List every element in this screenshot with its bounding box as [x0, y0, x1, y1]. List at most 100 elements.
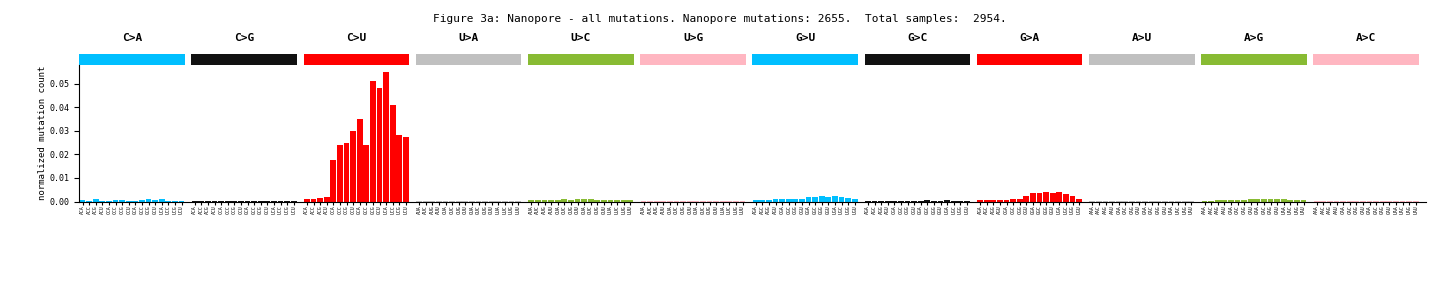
- Bar: [1096, 201, 1102, 202]
- Bar: [799, 198, 805, 202]
- Bar: [1282, 199, 1286, 202]
- Bar: [1103, 201, 1109, 202]
- Bar: [1037, 193, 1043, 202]
- Bar: [680, 201, 685, 202]
- Bar: [886, 201, 890, 202]
- Bar: [753, 200, 759, 202]
- Bar: [99, 201, 105, 202]
- Bar: [1123, 201, 1128, 202]
- Bar: [166, 201, 171, 202]
- Bar: [363, 145, 369, 202]
- Bar: [832, 196, 838, 202]
- Bar: [1149, 201, 1155, 202]
- Bar: [350, 131, 356, 202]
- Bar: [654, 201, 660, 202]
- Bar: [1076, 199, 1081, 202]
- Bar: [1215, 200, 1221, 202]
- Bar: [819, 196, 825, 202]
- FancyBboxPatch shape: [79, 54, 184, 65]
- Bar: [924, 200, 930, 202]
- Bar: [852, 199, 857, 202]
- Bar: [582, 199, 588, 202]
- Text: C>G: C>G: [235, 33, 255, 43]
- Bar: [403, 137, 409, 202]
- Bar: [621, 200, 626, 202]
- Bar: [838, 197, 844, 202]
- Text: G>C: G>C: [907, 33, 927, 43]
- Bar: [317, 198, 323, 202]
- Text: C>U: C>U: [346, 33, 367, 43]
- Bar: [79, 200, 85, 202]
- Bar: [1295, 200, 1300, 202]
- Bar: [740, 201, 746, 202]
- Bar: [1300, 200, 1306, 202]
- Bar: [541, 200, 547, 202]
- Bar: [932, 201, 936, 202]
- Bar: [140, 200, 144, 202]
- Bar: [978, 200, 984, 202]
- Bar: [984, 200, 989, 202]
- Bar: [173, 201, 177, 202]
- Bar: [344, 143, 350, 202]
- FancyBboxPatch shape: [864, 54, 971, 65]
- FancyBboxPatch shape: [641, 54, 746, 65]
- Text: C>A: C>A: [122, 33, 143, 43]
- Bar: [1175, 201, 1181, 202]
- Bar: [806, 197, 811, 202]
- Bar: [779, 199, 785, 202]
- Bar: [357, 119, 363, 202]
- Bar: [1182, 201, 1188, 202]
- Bar: [179, 201, 184, 202]
- Bar: [1070, 196, 1076, 202]
- Bar: [904, 201, 910, 202]
- Bar: [1267, 199, 1273, 202]
- Bar: [562, 199, 567, 202]
- Text: U>C: U>C: [570, 33, 590, 43]
- Bar: [937, 201, 943, 202]
- Bar: [1024, 196, 1030, 202]
- Text: A>G: A>G: [1244, 33, 1264, 43]
- Bar: [727, 201, 732, 202]
- Bar: [1090, 201, 1094, 202]
- Bar: [615, 200, 619, 202]
- Text: Figure 3a: Nanopore - all mutations. Nanopore mutations: 2655.  Total samples:  : Figure 3a: Nanopore - all mutations. Nan…: [433, 14, 1007, 24]
- FancyBboxPatch shape: [1089, 54, 1195, 65]
- Bar: [674, 201, 680, 202]
- Bar: [661, 201, 667, 202]
- Text: G>U: G>U: [795, 33, 815, 43]
- Bar: [766, 200, 772, 202]
- Bar: [878, 201, 884, 202]
- Bar: [1248, 199, 1253, 202]
- Bar: [536, 200, 540, 202]
- Bar: [1155, 201, 1161, 202]
- FancyBboxPatch shape: [528, 54, 634, 65]
- Bar: [1044, 192, 1048, 202]
- Bar: [608, 200, 613, 202]
- Bar: [120, 200, 125, 202]
- Bar: [132, 201, 138, 202]
- Bar: [390, 105, 396, 202]
- FancyBboxPatch shape: [1313, 54, 1418, 65]
- Bar: [569, 200, 573, 202]
- Bar: [733, 201, 739, 202]
- Bar: [950, 201, 956, 202]
- Bar: [112, 200, 118, 202]
- FancyBboxPatch shape: [1201, 54, 1308, 65]
- Bar: [812, 197, 818, 202]
- Bar: [1261, 199, 1267, 202]
- Bar: [145, 200, 151, 202]
- Bar: [945, 200, 950, 202]
- Bar: [1234, 200, 1240, 202]
- Bar: [1228, 200, 1234, 202]
- Bar: [865, 201, 871, 202]
- Bar: [786, 198, 792, 202]
- Bar: [720, 201, 726, 202]
- Bar: [991, 200, 996, 202]
- Bar: [845, 198, 851, 202]
- Bar: [958, 201, 963, 202]
- Bar: [1208, 201, 1214, 202]
- Bar: [377, 88, 382, 202]
- Text: U>A: U>A: [458, 33, 478, 43]
- Bar: [641, 201, 647, 202]
- Bar: [1011, 199, 1015, 202]
